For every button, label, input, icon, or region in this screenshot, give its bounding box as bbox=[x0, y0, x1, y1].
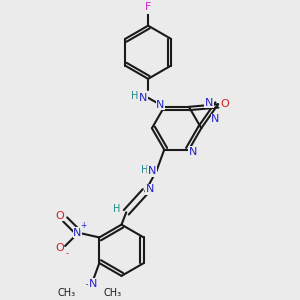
Text: F: F bbox=[145, 2, 151, 12]
Text: H: H bbox=[113, 204, 120, 214]
Text: H: H bbox=[131, 91, 139, 101]
Text: CH₃: CH₃ bbox=[58, 289, 76, 298]
Text: N: N bbox=[205, 98, 213, 108]
Text: O: O bbox=[220, 99, 229, 109]
Text: +: + bbox=[80, 220, 86, 230]
Text: N: N bbox=[139, 93, 148, 103]
Text: O: O bbox=[55, 211, 64, 220]
Text: N: N bbox=[156, 100, 165, 110]
Text: N: N bbox=[188, 146, 197, 157]
Text: -: - bbox=[65, 249, 68, 258]
Text: N: N bbox=[211, 114, 220, 124]
Text: N: N bbox=[88, 279, 97, 289]
Text: N: N bbox=[73, 228, 82, 238]
Text: CH₃: CH₃ bbox=[103, 289, 122, 298]
Text: O: O bbox=[55, 243, 64, 253]
Text: N: N bbox=[146, 184, 154, 194]
Text: H: H bbox=[141, 164, 148, 175]
Text: N: N bbox=[148, 167, 156, 176]
